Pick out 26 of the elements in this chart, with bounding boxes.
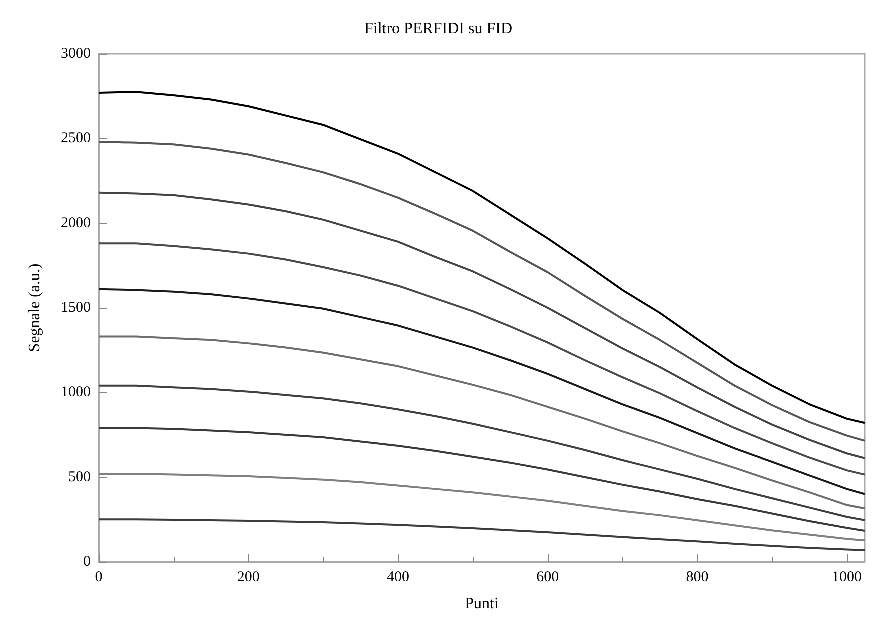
y-axis-title: Segnale (a.u.) [26,264,44,352]
y-tick-label: 3000 [61,46,91,62]
line-series [98,288,866,496]
x-tick-label: 200 [237,570,260,586]
line-series [98,336,866,510]
x-tick-label: 800 [686,570,709,586]
line-series [98,518,866,552]
y-tick-label: 1000 [61,384,91,401]
line-series [98,141,866,442]
x-axis-title: Punti [465,596,500,612]
y-tick-label: 2000 [61,215,91,232]
x-tick-label: 600 [536,570,560,586]
line-series [98,91,866,424]
y-tick-label: 500 [68,469,91,486]
y-tick-label: 2500 [61,130,91,147]
y-tick-label: 1500 [61,300,91,316]
line-series [98,472,866,542]
x-tick-label: 400 [386,570,410,586]
chart-title: Filtro PERFIDI su FID [364,20,513,38]
line-series [98,242,866,476]
y-tick-label: 0 [84,554,91,570]
line-series [98,384,866,522]
x-tick-label: 1000 [832,570,862,586]
x-tick-label: 0 [95,570,103,586]
line-series [98,192,866,460]
line-series [98,427,866,532]
